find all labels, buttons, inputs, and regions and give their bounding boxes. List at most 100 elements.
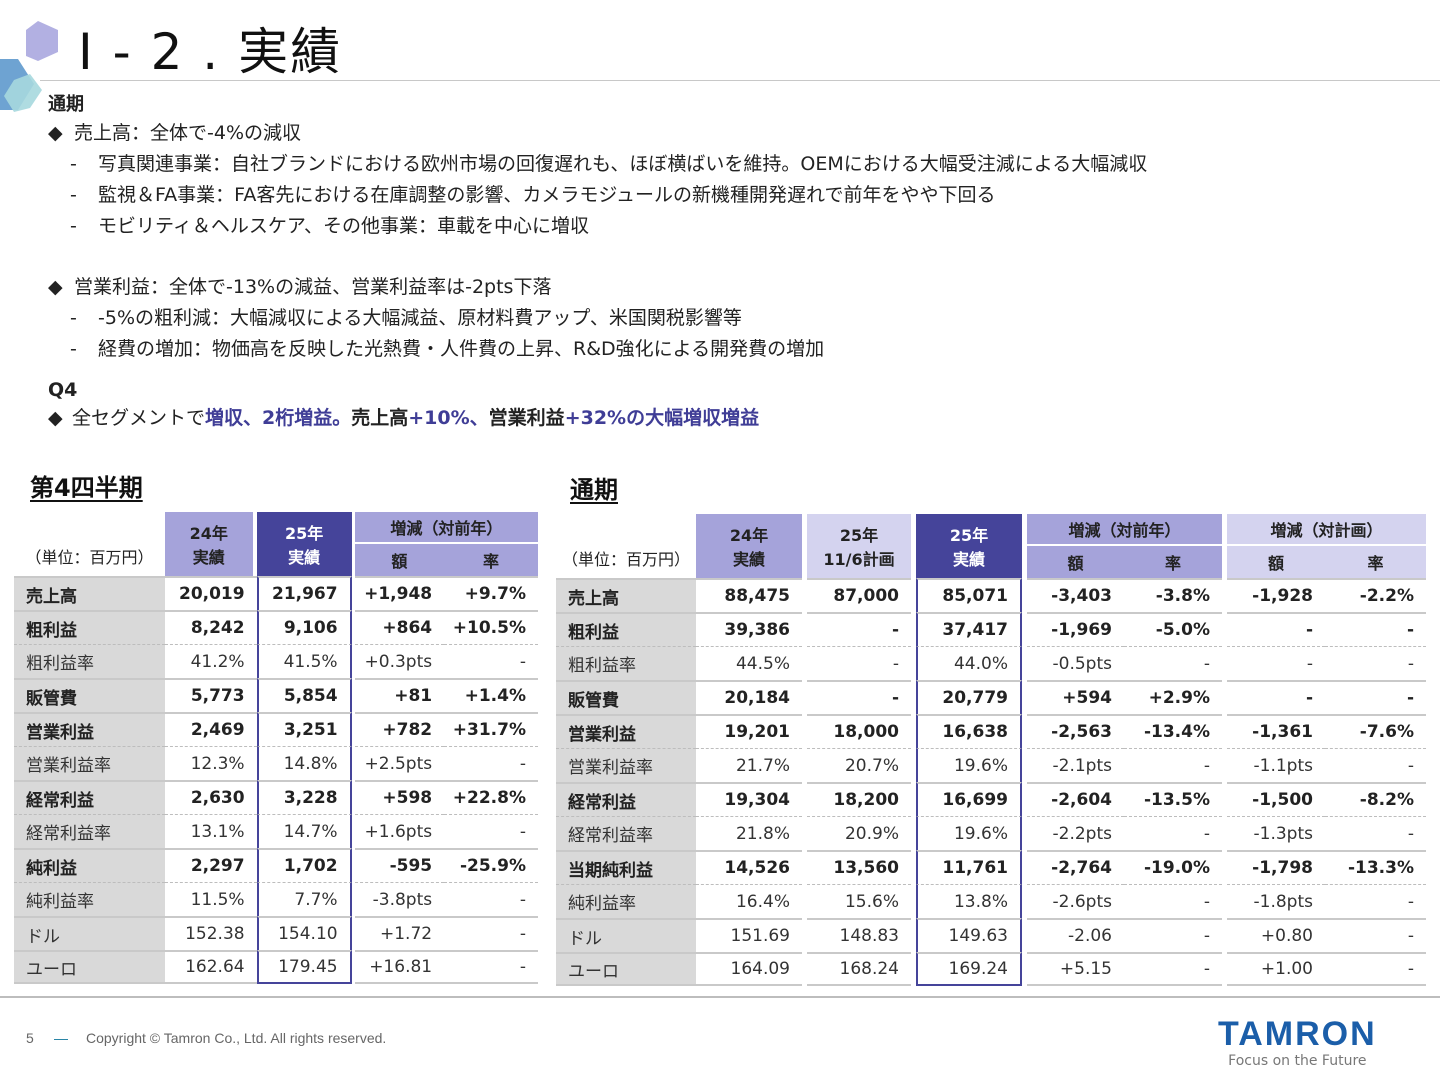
cell-yoy-amount: +0.3pts: [354, 644, 445, 678]
cell-24-actual: 13.1%: [164, 814, 257, 848]
cell-yoy-amount: -2.6pts: [1027, 884, 1124, 918]
cell-24-actual: 5,773: [164, 678, 257, 712]
table-row: 経常利益 19,304 18,200 16,699 -2,604 -13.5% -1,500…: [556, 782, 1426, 816]
cell-24-actual: 44.5%: [696, 646, 802, 680]
cell-yoy-rate: +31.7%: [444, 712, 538, 746]
table-row: ユーロ 162.64 179.45 +16.81-: [14, 950, 538, 984]
cell-25-plan: -: [807, 612, 911, 646]
cell-25-plan: 18,000: [807, 714, 911, 748]
row-label: ドル: [556, 918, 696, 952]
cell-yoy-rate: +22.8%: [444, 780, 538, 814]
cell-25-plan: 20.7%: [807, 748, 911, 782]
col-header-yoy-diff: 増減（対前年）: [354, 512, 538, 544]
cell-yoy-rate: -13.5%: [1124, 782, 1222, 816]
page-number: 5: [26, 1030, 34, 1046]
cell-25-plan: 168.24: [807, 952, 911, 986]
cell-25-actual: 41.5%: [256, 644, 352, 678]
table-row: 経常利益率 13.1% 14.7% +1.6pts -: [14, 814, 538, 848]
cell-yoy-amount: +1.72: [354, 916, 445, 950]
cell-yoy-rate: -5.0%: [1124, 612, 1222, 646]
table-row: 営業利益率 21.7% 20.7% 19.6% -2.1pts - -1.1pts -: [556, 748, 1426, 782]
cell-plan-rate: -: [1325, 646, 1426, 680]
fy-results-table: （単位：百万円） 24年 実績 25年 11/6計画 25年 実績 増減（対前年） 増…: [556, 514, 1426, 986]
cell-24-actual: 152.38: [164, 916, 257, 950]
cell-yoy-rate: -: [1124, 816, 1222, 850]
table-row: 経常利益率 21.8% 20.9% 19.6% -2.2pts - -1.3pts -: [556, 816, 1426, 850]
row-label: 経常利益: [556, 782, 696, 816]
cell-plan-rate: -: [1325, 816, 1426, 850]
row-label: 粗利益: [14, 610, 165, 644]
cell-plan-rate: -: [1325, 612, 1426, 646]
cell-yoy-rate: -: [1124, 884, 1222, 918]
cell-plan-amount: -: [1227, 680, 1325, 714]
cell-plan-rate: -: [1325, 748, 1426, 782]
cell-25-actual: 9,106: [256, 610, 352, 644]
cell-yoy-amount: -2,604: [1027, 782, 1124, 816]
cell-24-actual: 164.09: [696, 952, 802, 986]
col-header-yoy-diff: 増減（対前年）: [1027, 514, 1222, 546]
table-row: 粗利益 39,386-37,417 -1,969 -5.0% - -: [556, 612, 1426, 646]
cell-plan-rate: -: [1325, 952, 1426, 986]
row-label: 粗利益率: [556, 646, 696, 680]
separator-dash-icon: —: [54, 1030, 68, 1046]
col-header-amount: 額: [1227, 546, 1325, 578]
cell-plan-amount: +0.80: [1227, 918, 1325, 952]
cell-yoy-rate: -: [1124, 748, 1222, 782]
row-label: 当期純利益: [556, 850, 696, 884]
cell-25-actual: 19.6%: [916, 748, 1022, 782]
table-row: ドル 151.69 148.83 149.63 -2.06- +0.80-: [556, 918, 1426, 952]
tamron-logo: TAMRON Focus on the Future: [1218, 1016, 1377, 1070]
cell-plan-rate: -8.2%: [1325, 782, 1426, 816]
table-row: 純利益率 16.4% 15.6% 13.8% -2.6pts - -1.8pts -: [556, 884, 1426, 918]
cell-24-actual: 20,019: [164, 576, 257, 610]
table-row: 粗利益率 44.5% -44.0% -0.5pts - - -: [556, 646, 1426, 680]
cell-25-actual: 13.8%: [916, 884, 1022, 918]
cell-plan-amount: -1,928: [1227, 578, 1325, 612]
dash-icon: -: [70, 215, 77, 237]
cell-24-actual: 2,297: [164, 848, 257, 882]
diamond-bullet-icon: ◆: [48, 407, 63, 429]
cell-yoy-amount: -1,969: [1027, 612, 1124, 646]
row-label: 売上高: [556, 578, 696, 612]
cell-25-actual: 14.7%: [256, 814, 352, 848]
table-row: 粗利益 8,242 9,106 +864 +10.5%: [14, 610, 538, 644]
cell-25-plan: -: [807, 680, 911, 714]
cell-yoy-rate: -: [444, 814, 538, 848]
col-header-plan-diff: 増減（対計画）: [1227, 514, 1426, 546]
cell-25-actual: 11,761: [916, 850, 1022, 884]
cell-24-actual: 21.8%: [696, 816, 802, 850]
cell-yoy-amount: +864: [354, 610, 445, 644]
row-label: 販管費: [556, 680, 696, 714]
cell-25-actual: 20,779: [916, 680, 1022, 714]
cell-yoy-rate: -3.8%: [1124, 578, 1222, 612]
cell-25-actual: 44.0%: [916, 646, 1022, 680]
col-header-amount: 額: [1027, 546, 1124, 578]
cell-25-actual: 5,854: [256, 678, 352, 712]
cell-24-actual: 16.4%: [696, 884, 802, 918]
cell-plan-amount: -1.8pts: [1227, 884, 1325, 918]
cell-25-actual: 85,071: [916, 578, 1022, 612]
cell-25-actual: 3,228: [256, 780, 352, 814]
table-row: 売上高 88,475 87,000 85,071 -3,403 -3.8% -1,928 -2…: [556, 578, 1426, 612]
col-header-24-actual: 24年 実績: [164, 512, 257, 576]
cell-24-actual: 21.7%: [696, 748, 802, 782]
footer-divider: [0, 996, 1440, 998]
cell-yoy-rate: -: [1124, 646, 1222, 680]
cell-yoy-rate: -: [444, 746, 538, 780]
cell-24-actual: 2,630: [164, 780, 257, 814]
cell-24-actual: 19,201: [696, 714, 802, 748]
diamond-bullet-icon: ◆: [48, 276, 63, 298]
cell-yoy-rate: -: [444, 916, 538, 950]
cell-yoy-rate: -19.0%: [1124, 850, 1222, 884]
cell-25-actual: 1,702: [256, 848, 352, 882]
col-header-25-actual: 25年 実績: [916, 514, 1022, 578]
row-label: 粗利益率: [14, 644, 165, 678]
cell-yoy-amount: -0.5pts: [1027, 646, 1124, 680]
row-label: 営業利益率: [14, 746, 165, 780]
cell-25-plan: 15.6%: [807, 884, 911, 918]
cell-24-actual: 19,304: [696, 782, 802, 816]
op-income-item: - -5%の粗利減：大幅減収による大幅減益、原材料費アップ、米国関税影響等: [48, 303, 1428, 334]
op-income-bullet: ◆ 営業利益：全体で-13%の減益、営業利益率は-2pts下落: [48, 272, 1428, 303]
cell-yoy-rate: +1.4%: [444, 678, 538, 712]
dash-icon: -: [70, 184, 77, 206]
